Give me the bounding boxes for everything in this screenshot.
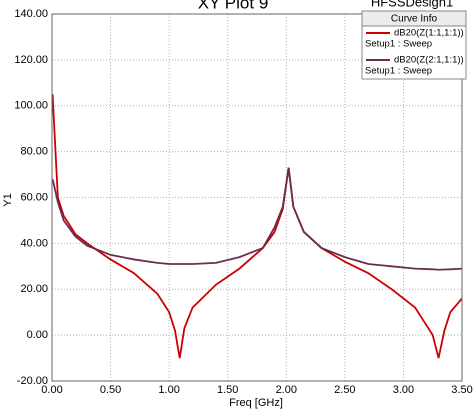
legend-setup: Setup1 : Sweep xyxy=(365,39,432,50)
y-tick-label: 60.00 xyxy=(20,191,48,203)
data-line xyxy=(52,167,462,271)
y-tick-label: 100.00 xyxy=(14,100,48,112)
x-tick-label: 1.50 xyxy=(217,384,238,396)
legend-label: dB20(Z(2:1,1:1)) xyxy=(394,55,464,66)
legend-label: dB20(Z(1:1,1:1)) xyxy=(394,28,464,39)
y-tick-label: 120.00 xyxy=(14,54,48,66)
x-tick-label: 2.50 xyxy=(334,384,355,396)
y-tick-label: 140.00 xyxy=(14,8,48,20)
x-tick-label: 2.00 xyxy=(276,384,297,396)
legend-setup: Setup1 : Sweep xyxy=(365,66,432,77)
y-axis-label: Y1 xyxy=(2,193,14,206)
y-tick-label: -20.00 xyxy=(17,375,48,387)
data-line xyxy=(52,94,462,359)
legend-title: Curve Info xyxy=(391,14,438,25)
plot-frame xyxy=(51,13,463,382)
y-tick-label: 20.00 xyxy=(20,283,48,295)
x-tick-label: 3.00 xyxy=(393,384,414,396)
design-name: HFSSDesign1 xyxy=(371,0,453,9)
legend-header xyxy=(361,10,467,27)
y-tick-label: 0.00 xyxy=(27,329,48,341)
x-tick-label: 1.00 xyxy=(158,384,179,396)
y-tick-label: 80.00 xyxy=(20,146,48,158)
y-tick-label: 40.00 xyxy=(20,237,48,249)
x-tick-label: 0.00 xyxy=(41,384,62,396)
chart-title: XY Plot 9 xyxy=(198,0,269,12)
x-tick-label: 0.50 xyxy=(100,384,121,396)
x-tick-label: 3.50 xyxy=(451,384,472,396)
x-axis-label: Freq [GHz] xyxy=(229,397,283,409)
